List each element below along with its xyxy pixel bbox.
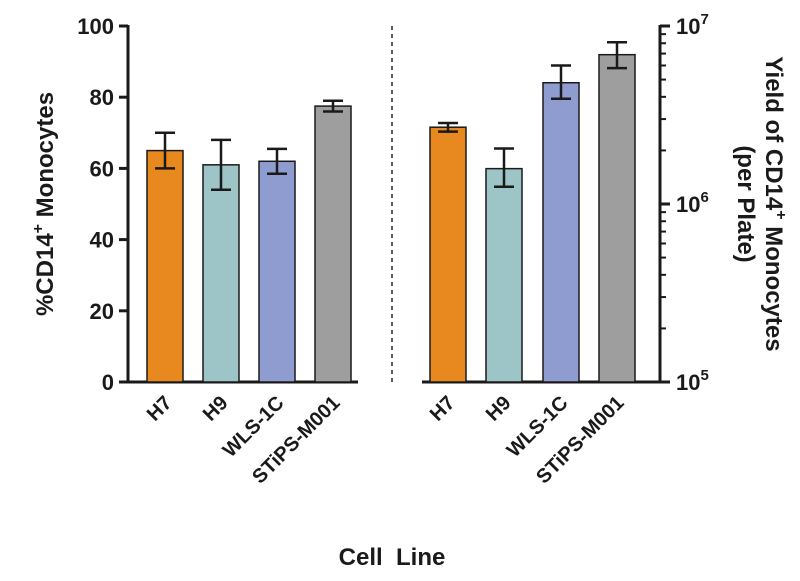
left-bar-h9 bbox=[202, 164, 240, 383]
right-category-label: H9 bbox=[482, 392, 516, 426]
right-category-label: H7 bbox=[426, 392, 460, 426]
right-tick-label: 106 bbox=[676, 189, 709, 217]
left-tick-label: 60 bbox=[90, 156, 114, 181]
left-tick-label: 0 bbox=[102, 370, 114, 395]
left-bar-stips-m001 bbox=[314, 105, 352, 383]
left-error-bar bbox=[155, 131, 175, 170]
right-bar-wls-1c bbox=[542, 81, 580, 383]
left-tick-label: 100 bbox=[77, 14, 114, 39]
left-tick-label: 80 bbox=[90, 85, 114, 110]
right-bar-h7 bbox=[429, 126, 467, 383]
left-category-label: H9 bbox=[199, 392, 233, 426]
left-error-bar bbox=[323, 99, 343, 113]
left-tick-label: 20 bbox=[90, 299, 114, 324]
right-bar-h9 bbox=[485, 167, 523, 383]
right-error-bar bbox=[551, 64, 571, 101]
right-y-axis-title: Yield of CD14+ Monocytes bbox=[760, 56, 789, 351]
left-y-axis-title: %CD14+ Monocytes bbox=[30, 92, 59, 316]
right-error-bar bbox=[438, 121, 458, 133]
right-bar-stips-m001 bbox=[598, 53, 636, 383]
right-error-bar bbox=[494, 147, 514, 189]
left-bar-h7 bbox=[146, 149, 184, 383]
left-error-bar bbox=[211, 138, 231, 192]
right-tick-label: 105 bbox=[676, 367, 709, 395]
left-error-bar bbox=[267, 147, 287, 175]
left-tick-label: 40 bbox=[90, 228, 114, 253]
right-tick-label: 107 bbox=[676, 11, 709, 39]
left-bar-wls-1c bbox=[258, 160, 296, 383]
x-axis-title: Cell Line bbox=[339, 544, 446, 571]
right-y-axis-subtitle: (per Plate) bbox=[732, 145, 759, 262]
right-error-bar bbox=[607, 41, 627, 70]
left-category-label: H7 bbox=[143, 392, 177, 426]
